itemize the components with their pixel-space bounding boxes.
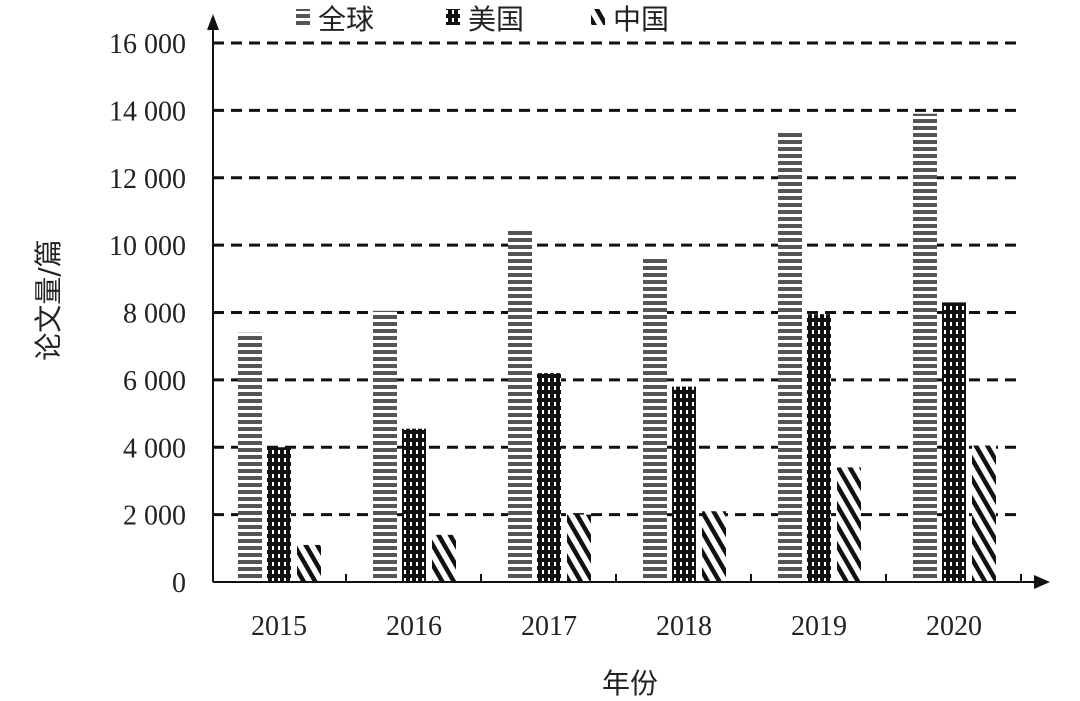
gridlines bbox=[213, 41, 1020, 517]
legend-label: 美国 bbox=[468, 3, 524, 36]
x-tick-label: 2017 bbox=[521, 611, 577, 642]
bar-2018-中国 bbox=[702, 511, 726, 582]
bar-2016-中国 bbox=[432, 534, 456, 582]
legend-swatch-中国 bbox=[591, 9, 605, 25]
bar-2018-美国 bbox=[672, 386, 696, 582]
y-tick-label: 14 000 bbox=[109, 96, 186, 127]
bar-2020-中国 bbox=[972, 445, 996, 582]
y-tick-label: 0 bbox=[172, 568, 186, 599]
x-axis-arrow-icon bbox=[1034, 575, 1050, 589]
x-tick-label: 2015 bbox=[251, 611, 307, 642]
bar-2019-全球 bbox=[778, 130, 802, 582]
legend-swatch-全球 bbox=[296, 9, 310, 25]
x-axis-label: 年份 bbox=[602, 667, 658, 700]
bar-2020-全球 bbox=[913, 113, 937, 583]
y-axis-label: 论文量/篇 bbox=[32, 239, 65, 360]
y-tick-label: 8 000 bbox=[123, 299, 186, 330]
bar-2015-全球 bbox=[238, 332, 262, 582]
bar-2020-美国 bbox=[942, 302, 966, 582]
bar-2017-全球 bbox=[508, 228, 532, 582]
y-axis-arrow-icon bbox=[207, 14, 219, 30]
y-tick-label: 16 000 bbox=[109, 29, 186, 60]
y-tick-label: 10 000 bbox=[109, 231, 186, 262]
bar-2015-中国 bbox=[297, 544, 321, 582]
bar-2019-中国 bbox=[837, 467, 861, 582]
bar-2016-美国 bbox=[402, 428, 426, 582]
y-tick-label: 12 000 bbox=[109, 164, 186, 195]
y-tick-label: 4 000 bbox=[123, 433, 186, 464]
bar-2019-美国 bbox=[807, 314, 831, 582]
axes bbox=[207, 14, 1050, 589]
x-tick-label: 2018 bbox=[656, 611, 712, 642]
bar-2017-中国 bbox=[567, 514, 591, 582]
legend-label: 中国 bbox=[613, 3, 669, 36]
x-tick-label: 2016 bbox=[386, 611, 442, 642]
bar-2016-全球 bbox=[373, 310, 397, 582]
bar-2018-全球 bbox=[643, 256, 667, 582]
bars bbox=[238, 113, 996, 583]
bar-2015-美国 bbox=[267, 447, 291, 582]
x-tick-label: 2019 bbox=[791, 611, 847, 642]
bar-2017-美国 bbox=[537, 373, 561, 582]
legend: 全球 美国 中国 bbox=[296, 3, 669, 36]
y-tick-label: 6 000 bbox=[123, 366, 186, 397]
legend-swatch-美国 bbox=[446, 9, 460, 25]
y-tick-label: 2 000 bbox=[123, 501, 186, 532]
legend-label: 全球 bbox=[318, 3, 374, 36]
x-tick-label: 2020 bbox=[926, 611, 982, 642]
